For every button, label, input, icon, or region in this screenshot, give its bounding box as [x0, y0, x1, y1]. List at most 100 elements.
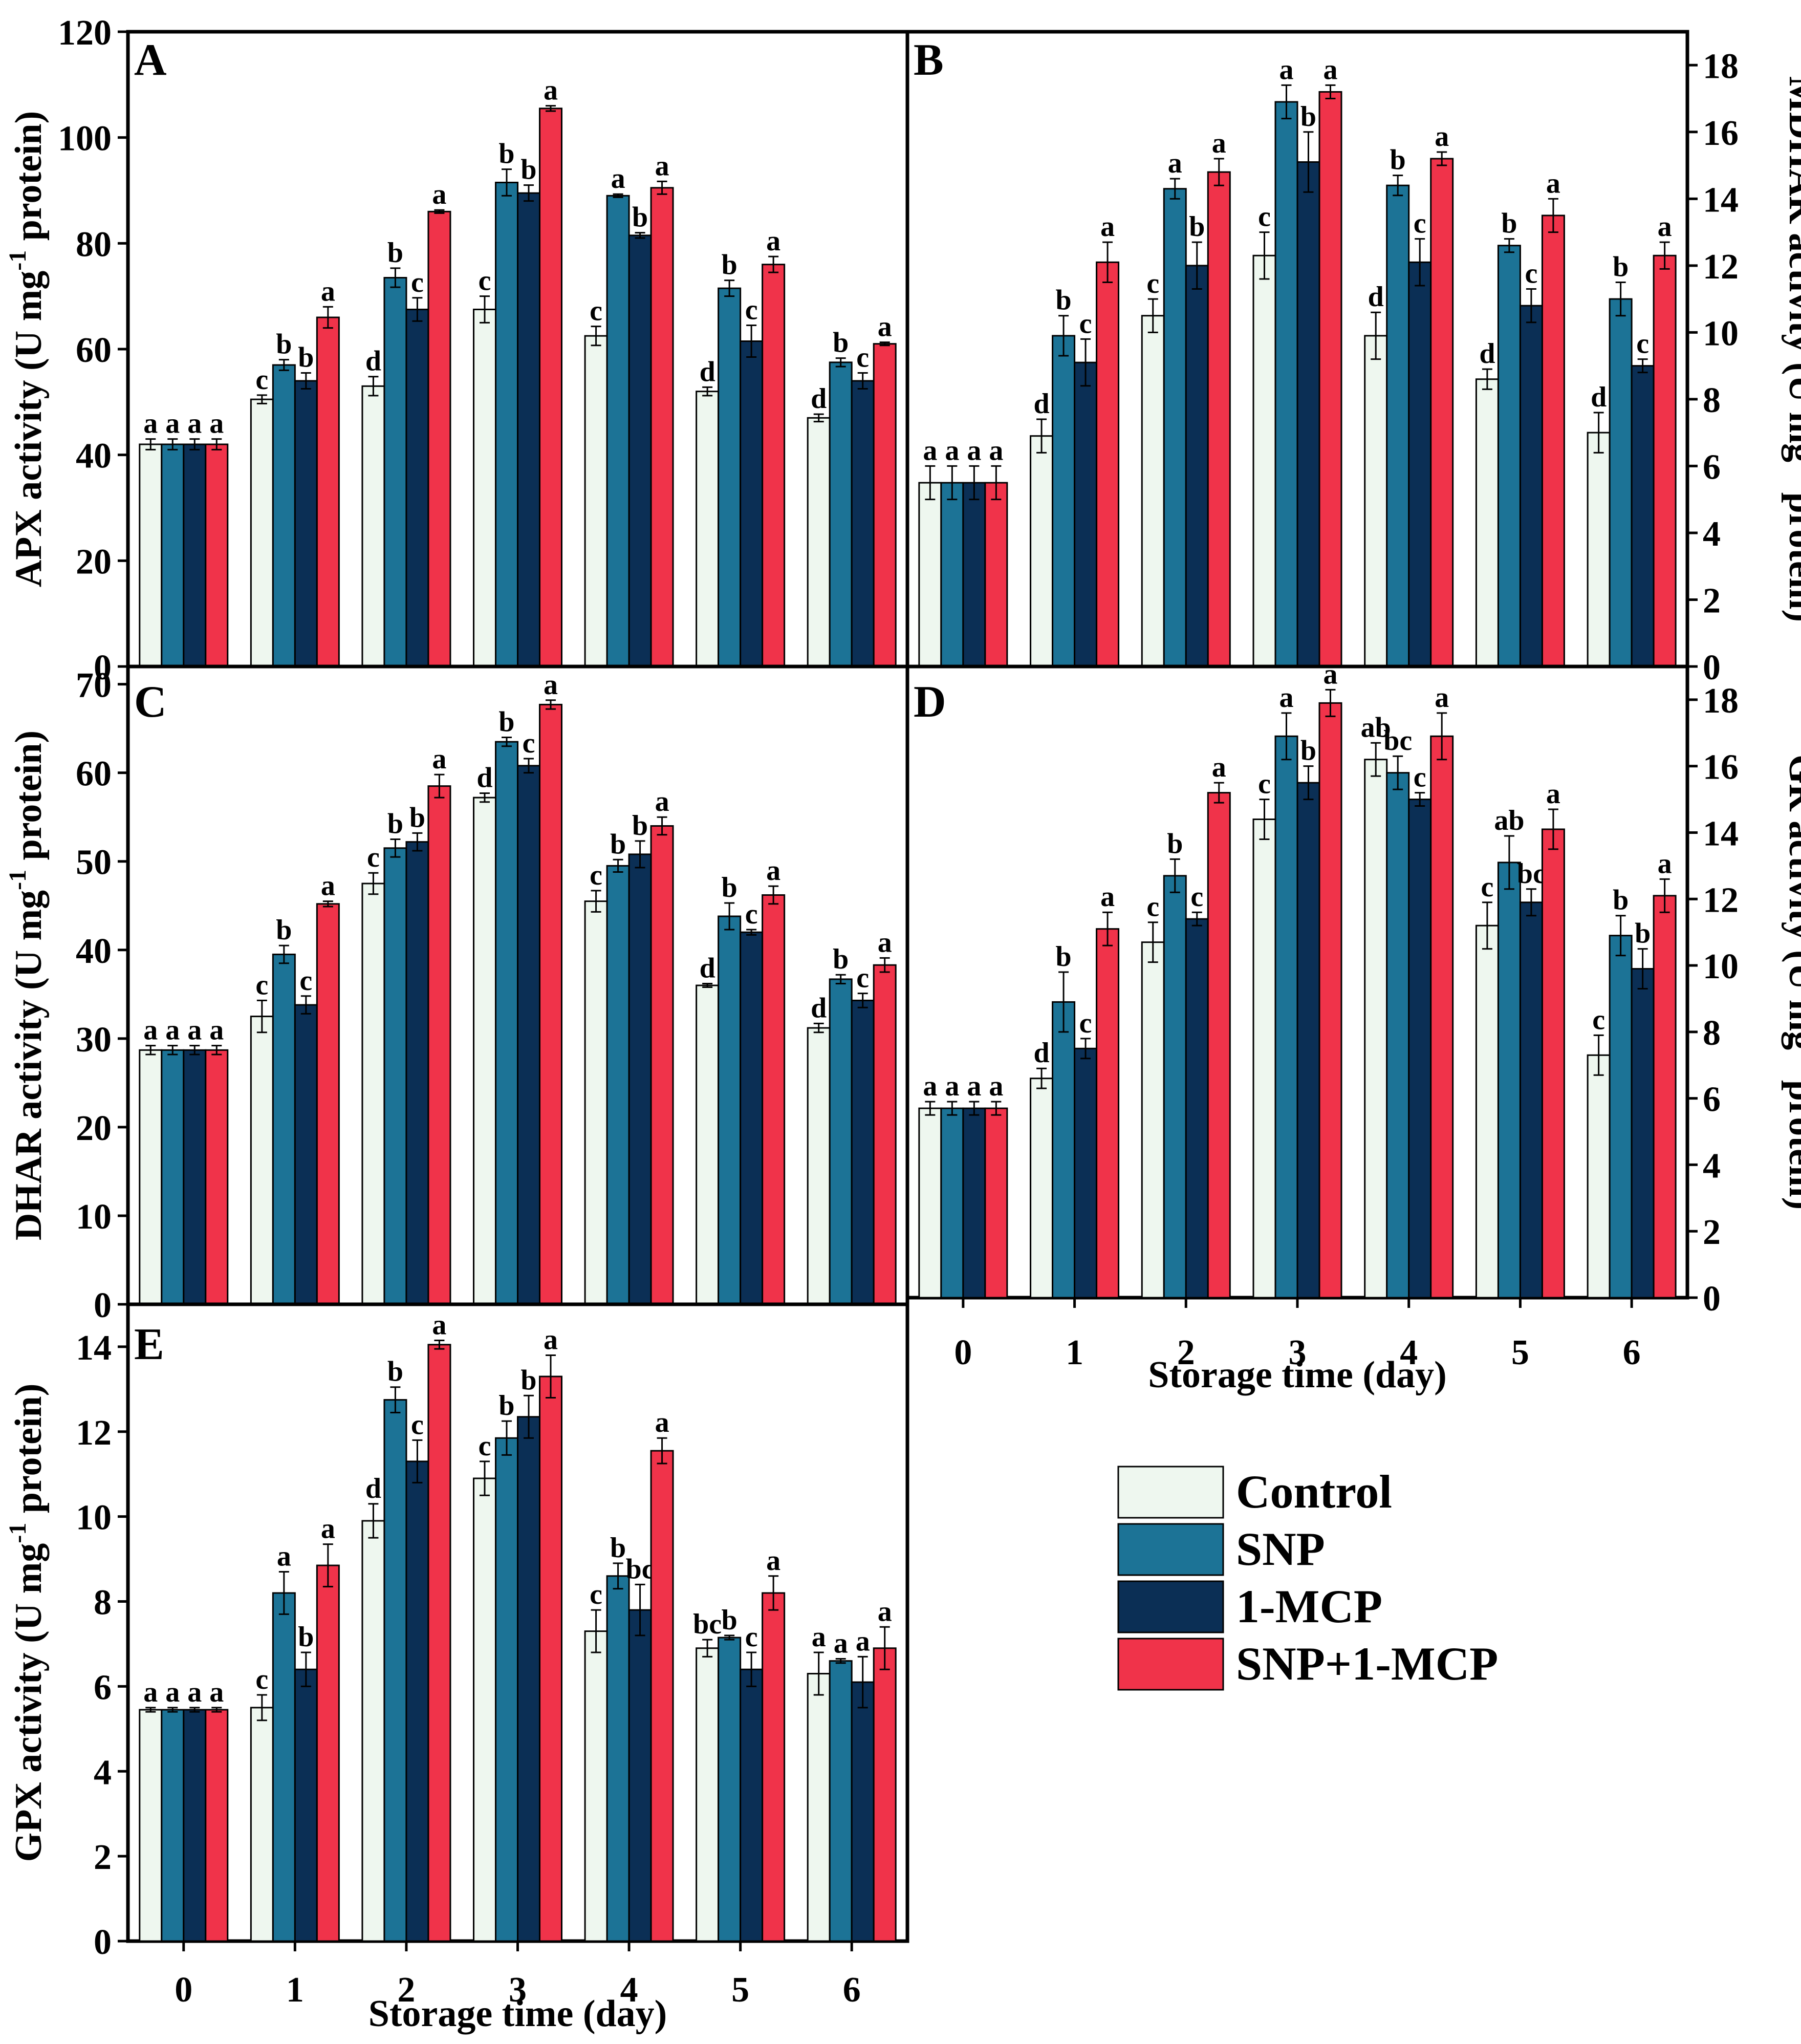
significance-letter: a — [923, 1070, 937, 1102]
bar-C-snp-1-mcp-day2 — [427, 785, 451, 1305]
significance-letter: c — [590, 1579, 602, 1610]
significance-letter: d — [1033, 1037, 1049, 1069]
x-tick-label: 3 — [509, 1970, 527, 2010]
y-label-part: protein) — [1781, 483, 1801, 622]
y-tick-label: 6 — [94, 1668, 112, 1707]
significance-letter: b — [1613, 251, 1629, 283]
significance-letter: b — [387, 808, 403, 840]
significance-letter: b — [520, 1364, 536, 1396]
significance-letter: b — [298, 1621, 314, 1653]
y-tick-label: 18 — [1703, 681, 1739, 721]
bar-C-control-day0 — [139, 1049, 163, 1305]
bar-C-control-day4 — [584, 900, 608, 1305]
significance-letter: a — [923, 435, 937, 466]
bar-B-snp-day0 — [940, 482, 964, 668]
significance-letter: b — [1635, 918, 1651, 950]
y-tick-label: 14 — [1703, 814, 1739, 853]
x-tick-label: 5 — [731, 1970, 749, 2010]
significance-letter: a — [321, 275, 335, 307]
bar-C-1-mcp-day4 — [628, 853, 652, 1305]
bar-D-control-day2 — [1141, 941, 1165, 1299]
significance-letter: b — [1055, 941, 1071, 973]
bar-D-snp-day5 — [1497, 862, 1521, 1299]
bar-C-control-day2 — [361, 883, 385, 1305]
y-label-part: protein) — [8, 111, 50, 250]
bar-C-1-mcp-day3 — [517, 765, 540, 1305]
significance-letter: a — [544, 75, 558, 106]
bar-E-snp-1-mcp-day3 — [539, 1375, 562, 1942]
significance-letter: c — [745, 898, 758, 930]
bar-B-snp-1-mcp-day1 — [1096, 261, 1120, 668]
bar-D-control-day5 — [1475, 924, 1499, 1299]
bar-B-1-mcp-day2 — [1185, 265, 1209, 668]
y-tick-label: 60 — [76, 755, 112, 794]
significance-letter: b — [722, 872, 737, 903]
bar-C-snp-1-mcp-day0 — [205, 1049, 229, 1305]
significance-letter: a — [766, 855, 780, 887]
bar-A-control-day5 — [696, 391, 720, 668]
significance-letter: a — [165, 408, 180, 440]
significance-letter: c — [1414, 208, 1426, 240]
legend-swatch-control — [1117, 1466, 1224, 1519]
significance-letter: c — [1258, 201, 1271, 233]
legend: Control SNP 1-MCP SNP+1-MCP — [1117, 1466, 1498, 1691]
bar-D-snp-1-mcp-day1 — [1096, 928, 1120, 1299]
bar-D-1-mcp-day3 — [1296, 782, 1320, 1299]
y-tick-label: 0 — [1703, 648, 1721, 687]
bar-B-1-mcp-day0 — [962, 482, 986, 668]
significance-letter: c — [411, 267, 424, 298]
y-tick-label: 100 — [58, 119, 112, 159]
significance-letter: a — [655, 150, 669, 182]
bar-A-snp-1-mcp-day4 — [650, 187, 674, 668]
bar-B-control-day5 — [1475, 378, 1499, 668]
significance-letter: b — [1167, 828, 1183, 859]
bar-E-1-mcp-day5 — [740, 1668, 764, 1942]
y-tick-label: 8 — [1703, 381, 1721, 420]
y-tick-label: 16 — [1703, 748, 1739, 787]
y-tick-label: 2 — [1703, 1213, 1721, 1252]
significance-letter: b — [498, 138, 514, 170]
significance-letter: c — [255, 1664, 268, 1695]
y-tick-label: 0 — [94, 1286, 112, 1325]
bar-B-snp-1-mcp-day3 — [1318, 91, 1342, 668]
significance-letter: b — [387, 237, 403, 269]
significance-letter: d — [811, 383, 827, 415]
bar-B-snp-1-mcp-day5 — [1541, 214, 1565, 668]
y-tick-label: 4 — [1703, 1146, 1721, 1186]
y-tick-label: 10 — [76, 1498, 112, 1538]
significance-letter: b — [276, 914, 292, 946]
y-tick-label: 30 — [76, 1020, 112, 1060]
bar-A-snp-day5 — [718, 287, 742, 668]
bar-C-1-mcp-day2 — [405, 841, 429, 1305]
y-tick-label: 2 — [1703, 581, 1721, 620]
bar-E-control-day4 — [584, 1630, 608, 1942]
significance-letter: a — [143, 1676, 158, 1708]
bar-E-1-mcp-day2 — [405, 1460, 429, 1942]
y-tick-label: 40 — [76, 932, 112, 971]
bar-A-snp-1-mcp-day2 — [427, 210, 451, 668]
bar-A-snp-1-mcp-day1 — [316, 316, 340, 668]
y-label-part: MDHAR activity (U mg — [1781, 76, 1801, 462]
bar-D-control-day3 — [1252, 819, 1276, 1299]
legend-label-control: Control — [1236, 1466, 1392, 1518]
significance-letter: b — [833, 943, 849, 975]
bar-E-snp-1-mcp-day4 — [650, 1450, 674, 1942]
bar-E-snp-1-mcp-day6 — [873, 1647, 897, 1942]
bar-B-control-day1 — [1030, 435, 1054, 668]
significance-letter: a — [766, 1545, 780, 1577]
bar-A-snp-day0 — [161, 443, 185, 668]
bar-E-1-mcp-day0 — [183, 1709, 207, 1942]
y-label-part: protein) — [8, 730, 50, 870]
legend-swatch-1mcp — [1117, 1580, 1224, 1633]
significance-letter: a — [1658, 848, 1672, 879]
significance-letter: a — [432, 179, 446, 210]
y-tick-label: 12 — [1703, 880, 1739, 920]
significance-letter: d — [700, 356, 715, 388]
bar-D-1-mcp-day1 — [1074, 1047, 1098, 1299]
bar-A-1-mcp-day6 — [851, 380, 875, 668]
significance-letter: c — [856, 342, 869, 374]
y-tick-label: 20 — [76, 1109, 112, 1148]
bar-B-1-mcp-day3 — [1296, 161, 1320, 668]
significance-letter: b — [1613, 885, 1629, 916]
bar-D-snp-day6 — [1609, 935, 1633, 1299]
